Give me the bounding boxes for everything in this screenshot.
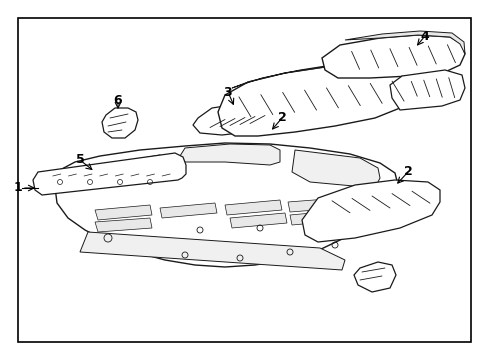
Text: 2: 2 xyxy=(403,166,411,179)
Polygon shape xyxy=(229,213,286,228)
Polygon shape xyxy=(193,104,264,135)
Polygon shape xyxy=(291,150,379,188)
Text: 4: 4 xyxy=(420,30,428,42)
Polygon shape xyxy=(224,200,282,215)
Polygon shape xyxy=(33,153,185,195)
Polygon shape xyxy=(80,232,345,270)
Polygon shape xyxy=(180,144,280,165)
Polygon shape xyxy=(345,31,464,54)
Polygon shape xyxy=(321,35,464,78)
Polygon shape xyxy=(289,210,346,225)
Text: 1: 1 xyxy=(14,181,22,194)
Polygon shape xyxy=(95,205,152,220)
Polygon shape xyxy=(102,108,138,138)
Polygon shape xyxy=(160,203,217,218)
Polygon shape xyxy=(218,65,411,136)
Text: 5: 5 xyxy=(76,153,84,166)
Polygon shape xyxy=(353,262,395,292)
Polygon shape xyxy=(231,62,411,88)
Text: 3: 3 xyxy=(223,85,232,99)
Polygon shape xyxy=(302,180,439,242)
Polygon shape xyxy=(95,218,152,232)
Text: 2: 2 xyxy=(277,112,286,125)
Polygon shape xyxy=(57,155,168,188)
Polygon shape xyxy=(55,143,397,267)
Polygon shape xyxy=(389,70,464,110)
Polygon shape xyxy=(287,198,341,212)
Text: 6: 6 xyxy=(113,94,122,107)
